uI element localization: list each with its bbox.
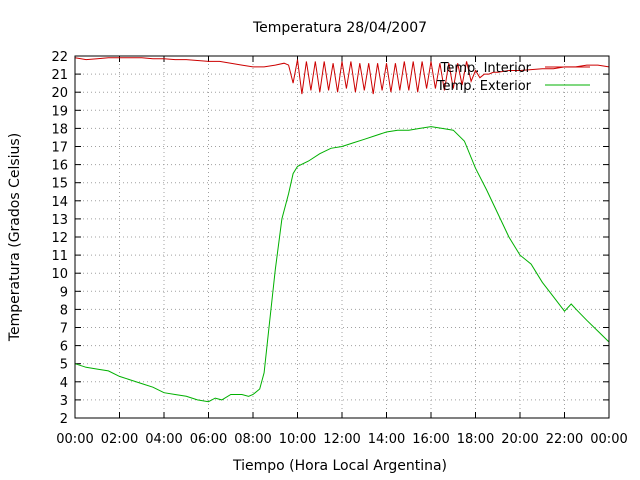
series-line-0 xyxy=(74,57,610,95)
y-tick-label: 17 xyxy=(51,141,68,156)
y-tick-label: 15 xyxy=(51,177,68,192)
x-tick-label: 20:00 xyxy=(501,432,538,447)
x-tick-label: 10:00 xyxy=(279,432,316,447)
x-tick-label: 04:00 xyxy=(145,432,182,447)
y-tick-label: 13 xyxy=(51,213,68,228)
y-tick-label: 9 xyxy=(60,285,68,300)
x-tick-label: 02:00 xyxy=(101,432,138,447)
y-tick-labels: 2 3 4 5 6 7 8 9 10 11 12 13 14 15 16 17 18 19 20 21 22 xyxy=(51,50,68,427)
legend: Temp. Interior Temp. Exterior xyxy=(436,61,590,94)
legend-label-0: Temp. Interior xyxy=(440,61,532,76)
plot-frame xyxy=(74,55,610,419)
y-tick-label: 8 xyxy=(60,303,68,318)
y-tick-label: 3 xyxy=(60,394,68,409)
x-tick-label: 16:00 xyxy=(412,432,449,447)
y-tick-label: 14 xyxy=(51,195,68,210)
y-tick-label: 5 xyxy=(60,358,68,373)
y-tick-label: 19 xyxy=(51,104,68,119)
y-axis-label: Temperatura (Grados Celsius) xyxy=(7,133,23,342)
x-tick-label: 22:00 xyxy=(546,432,583,447)
y-tick-label: 6 xyxy=(60,340,68,355)
y-tick-label: 22 xyxy=(51,50,68,65)
grid xyxy=(75,56,609,418)
x-tick-labels: 00:00 02:00 04:00 06:00 08:00 10:00 12:00 14:00… xyxy=(56,432,627,447)
y-tick-label: 18 xyxy=(51,122,68,137)
y-tick-label: 4 xyxy=(60,376,68,391)
y-tick-label: 7 xyxy=(60,322,68,337)
y-tick-label: 2 xyxy=(60,412,68,427)
x-tick-label: 00:00 xyxy=(56,432,93,447)
x-tick-label: 14:00 xyxy=(368,432,405,447)
y-tick-label: 21 xyxy=(51,68,68,83)
x-tick-label: 08:00 xyxy=(234,432,271,447)
chart-title: Temperatura 28/04/2007 xyxy=(252,20,427,36)
y-tick-label: 10 xyxy=(51,267,68,282)
y-tick-label: 11 xyxy=(51,249,68,264)
series-lines xyxy=(74,57,610,403)
y-tick-label: 16 xyxy=(51,159,68,174)
x-tick-label: 12:00 xyxy=(323,432,360,447)
series-line-1 xyxy=(74,126,610,403)
x-axis-label: Tiempo (Hora Local Argentina) xyxy=(232,458,447,474)
x-tick-label: 18:00 xyxy=(457,432,494,447)
y-tick-label: 12 xyxy=(51,231,68,246)
y-tick-label: 20 xyxy=(51,86,68,101)
legend-label-1: Temp. Exterior xyxy=(436,79,532,94)
x-tick-label: 06:00 xyxy=(190,432,227,447)
x-tick-label: 00:00 xyxy=(590,432,627,447)
